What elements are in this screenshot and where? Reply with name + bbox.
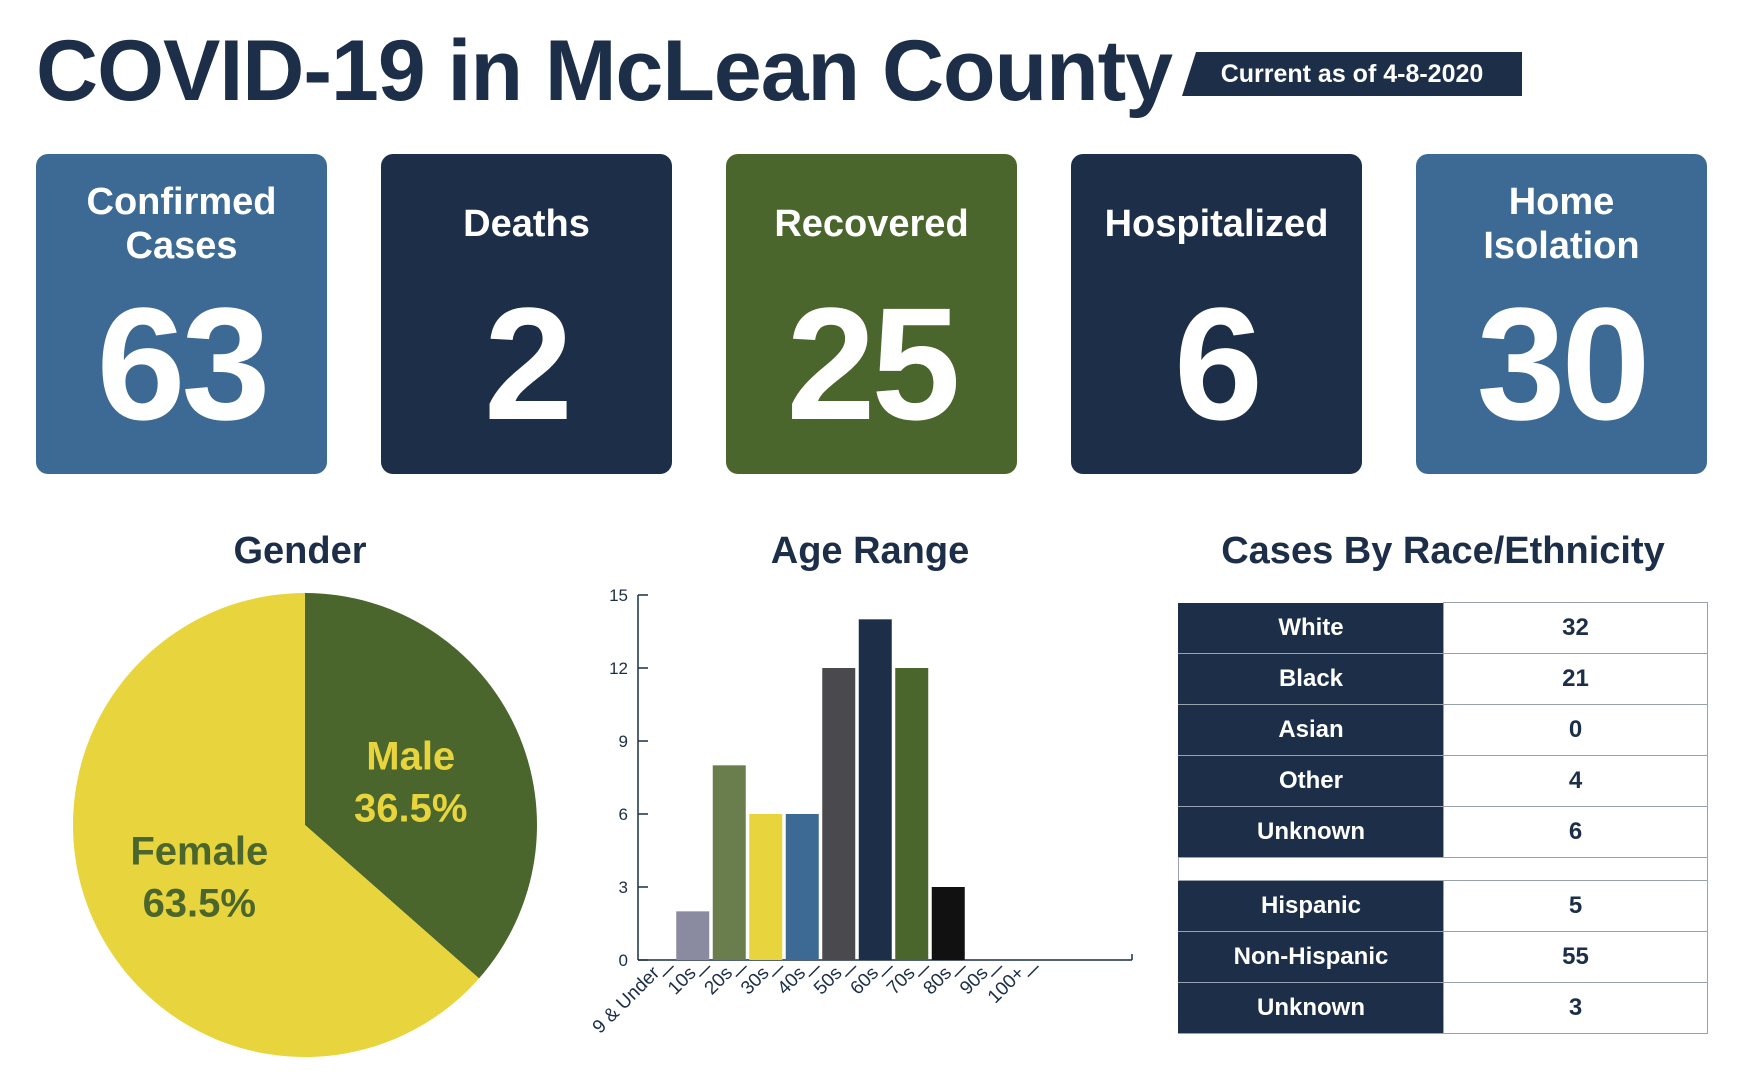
age-range-bar-chart: 0 3 6 9 12 15 9 & Under 10s 20s 30s 40s 50s 60s 70s 80… xyxy=(589,586,1133,1038)
x-tick-label: 70s xyxy=(883,963,920,1000)
y-tick-label: 6 xyxy=(619,805,628,824)
race-label: Asian xyxy=(1178,704,1444,756)
x-tick xyxy=(735,965,748,978)
x-tick-label: 100+ xyxy=(984,963,1029,1008)
card-value: 63 xyxy=(96,274,271,453)
x-tick xyxy=(698,965,711,978)
pie-label-female: Female xyxy=(130,830,268,874)
x-tick-label: 40s xyxy=(774,963,811,1000)
race-label: White xyxy=(1178,602,1444,654)
x-tick xyxy=(954,965,967,978)
race-count: 3 xyxy=(1443,982,1708,1034)
pie-value-female: 63.5% xyxy=(143,882,256,926)
card-label: Hospitalized xyxy=(1104,203,1329,245)
page-title: COVID-19 in McLean County xyxy=(36,23,1173,119)
x-tick-label: 80s xyxy=(920,963,957,1000)
y-tick-label: 3 xyxy=(619,878,628,897)
bar-10s xyxy=(676,911,710,960)
bar-60s xyxy=(858,619,892,960)
x-tick xyxy=(917,965,930,978)
x-tick-label: 30s xyxy=(737,963,774,1000)
gender-title: Gender xyxy=(233,530,367,572)
x-tick-label: 10s xyxy=(664,963,701,1000)
y-tick-label: 9 xyxy=(619,732,628,751)
y-tick-label: 15 xyxy=(609,586,628,605)
race-label: Unknown xyxy=(1178,982,1444,1034)
pie-label-male: Male xyxy=(366,734,455,778)
card-value: 2 xyxy=(484,274,573,453)
bar-80s xyxy=(931,887,965,960)
table-row: Unknown 6 xyxy=(1178,806,1708,858)
gender-pie-chart: Male 36.5% Female 63.5% xyxy=(72,593,537,1057)
x-tick xyxy=(808,965,821,978)
date-badge: Current as of 4-8-2020 xyxy=(1182,52,1522,96)
table-spacer xyxy=(1178,857,1708,881)
x-tick-label: 50s xyxy=(810,963,847,1000)
race-count: 4 xyxy=(1443,755,1708,807)
race-count: 0 xyxy=(1443,704,1708,756)
card-deaths: Deaths 2 xyxy=(381,154,672,474)
x-tick xyxy=(881,965,894,978)
x-tick-label: 20s xyxy=(701,963,738,1000)
bar-40s xyxy=(785,814,819,960)
pie-slice-female xyxy=(72,593,480,1057)
x-tick xyxy=(844,965,857,978)
card-label: Home Isolation xyxy=(1483,181,1640,267)
table-row: Hispanic 5 xyxy=(1178,880,1708,932)
race-count: 21 xyxy=(1443,653,1708,705)
card-value: 25 xyxy=(786,274,961,453)
race-count: 6 xyxy=(1443,806,1708,858)
x-tick xyxy=(771,965,784,978)
card-confirmed-cases: Confirmed Cases 63 xyxy=(36,154,327,474)
card-hospitalized: Hospitalized 6 xyxy=(1071,154,1362,474)
race-label: Hispanic xyxy=(1178,880,1444,932)
table-row: Black 21 xyxy=(1178,653,1708,705)
y-tick-label: 0 xyxy=(619,951,628,970)
card-value: 6 xyxy=(1174,274,1263,453)
table-row: White 32 xyxy=(1178,602,1708,654)
y-tick-label: 12 xyxy=(609,659,628,678)
card-label: Recovered xyxy=(774,203,969,245)
x-tick-label: 60s xyxy=(847,963,884,1000)
card-value: 30 xyxy=(1476,274,1651,453)
card-label: Deaths xyxy=(463,203,590,245)
race-ethnicity-table: White 32 Black 21 Asian 0 Other 4 Unknown 6 Hispan… xyxy=(1178,602,1708,1034)
table-row: Non-Hispanic 55 xyxy=(1178,931,1708,983)
race-label: Other xyxy=(1178,755,1444,807)
table-spacer-cell xyxy=(1178,857,1708,881)
x-tick xyxy=(662,965,675,978)
bar-50s xyxy=(822,668,856,960)
pie-slice-male xyxy=(305,593,537,979)
race-count: 5 xyxy=(1443,880,1708,932)
card-recovered: Recovered 25 xyxy=(726,154,1017,474)
race-label: Black xyxy=(1178,653,1444,705)
x-tick xyxy=(1027,965,1040,978)
race-count: 55 xyxy=(1443,931,1708,983)
card-label: Confirmed Cases xyxy=(86,181,277,267)
date-badge-label: Current as of 4-8-2020 xyxy=(1220,59,1484,88)
stat-cards: Confirmed Cases 63 Deaths 2 Recovered 25… xyxy=(36,154,1707,474)
race-ethnicity-title: Cases By Race/Ethnicity xyxy=(1221,530,1665,572)
age-range-title: Age Range xyxy=(770,530,970,572)
pie-value-male: 36.5% xyxy=(354,786,467,830)
bar-70s xyxy=(895,668,929,960)
x-tick xyxy=(990,965,1003,978)
card-home-isolation: Home Isolation 30 xyxy=(1416,154,1707,474)
race-label: Unknown xyxy=(1178,806,1444,858)
bar-30s xyxy=(749,814,783,960)
x-tick-label: 9 & Under xyxy=(589,962,665,1038)
table-row: Other 4 xyxy=(1178,755,1708,807)
table-row: Unknown 3 xyxy=(1178,982,1708,1034)
race-count: 32 xyxy=(1443,602,1708,654)
table-row: Asian 0 xyxy=(1178,704,1708,756)
race-label: Non-Hispanic xyxy=(1178,931,1444,983)
bar-20s xyxy=(712,765,746,960)
